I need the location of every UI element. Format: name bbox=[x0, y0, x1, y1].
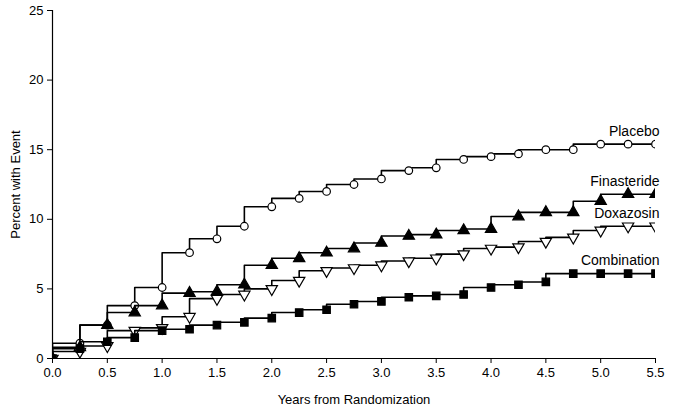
svg-text:Placebo: Placebo bbox=[609, 123, 660, 139]
svg-text:5.5: 5.5 bbox=[646, 365, 664, 380]
svg-text:5: 5 bbox=[36, 281, 43, 296]
svg-text:2.5: 2.5 bbox=[318, 365, 336, 380]
svg-text:0.0: 0.0 bbox=[43, 365, 61, 380]
svg-text:1.0: 1.0 bbox=[153, 365, 171, 380]
svg-text:3.5: 3.5 bbox=[427, 365, 445, 380]
svg-text:0.5: 0.5 bbox=[98, 365, 116, 380]
svg-text:2.0: 2.0 bbox=[263, 365, 281, 380]
svg-text:Doxazosin: Doxazosin bbox=[594, 205, 659, 221]
svg-text:Percent with Event: Percent with Event bbox=[8, 130, 23, 239]
svg-text:Years from Randomization: Years from Randomization bbox=[278, 392, 431, 407]
svg-text:5.0: 5.0 bbox=[592, 365, 610, 380]
svg-text:4.0: 4.0 bbox=[482, 365, 500, 380]
svg-text:1.5: 1.5 bbox=[208, 365, 226, 380]
svg-text:10: 10 bbox=[29, 211, 43, 226]
svg-text:15: 15 bbox=[29, 142, 43, 157]
svg-text:3.0: 3.0 bbox=[372, 365, 390, 380]
svg-text:20: 20 bbox=[29, 72, 43, 87]
svg-text:25: 25 bbox=[29, 3, 43, 18]
svg-text:Combination: Combination bbox=[581, 252, 660, 268]
svg-text:0: 0 bbox=[36, 351, 43, 366]
svg-text:Finasteride: Finasteride bbox=[590, 173, 659, 189]
svg-text:4.5: 4.5 bbox=[537, 365, 555, 380]
